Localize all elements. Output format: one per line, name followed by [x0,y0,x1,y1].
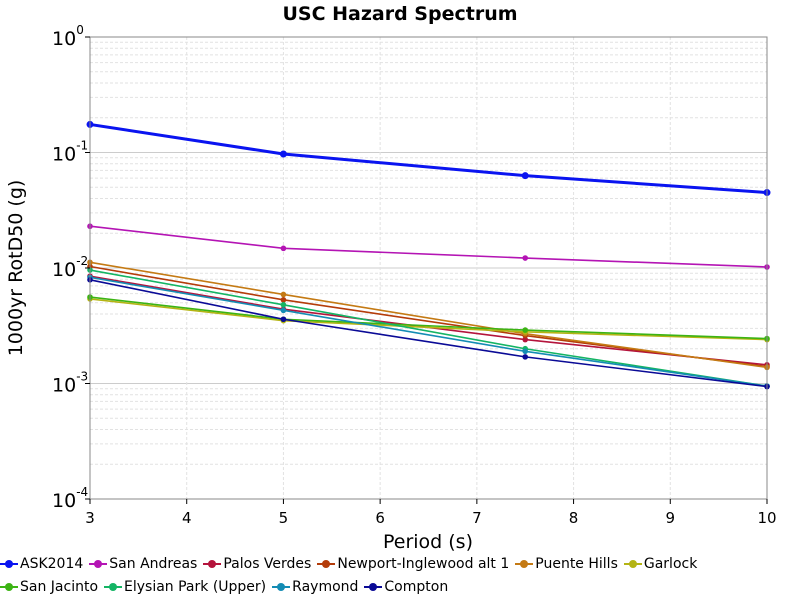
x-tick-label: 5 [279,509,289,527]
legend-row: San Jacinto Elysian Park (Upper) Raymond Co… [0,579,454,596]
legend-item: Palos Verdes [203,556,311,572]
legend-label: Palos Verdes [223,556,312,572]
legend-item: Compton [364,579,448,595]
series-line [89,279,768,388]
x-tick-label: 9 [666,509,676,527]
series-line [89,276,768,387]
series-line [89,298,768,341]
legend-swatch [364,582,383,592]
data-point [280,316,287,323]
legend-item: San Jacinto [0,579,98,595]
series-line [89,296,768,340]
data-point [280,302,287,308]
legend-swatch [203,559,222,569]
data-point [279,150,287,158]
y-tick-label: 100 [52,23,84,50]
y-tick-label: 10-3 [52,370,88,397]
x-tick-label: 3 [85,509,95,527]
legend-swatch [272,582,291,592]
legend-item: Puente Hills [515,556,618,572]
data-point [522,255,529,261]
x-tick-label: 7 [472,509,482,527]
x-tick-label: 8 [569,509,579,527]
data-point [522,336,529,343]
data-point [280,291,287,298]
legend-label: Garlock [643,556,698,572]
legend-swatch [515,559,534,569]
x-tick-label: 10 [757,509,776,527]
series-line [89,265,768,368]
legend-swatch [623,559,642,569]
data-point [521,172,529,180]
chart-title: USC Hazard Spectrum [282,3,517,25]
x-tick-label: 4 [182,509,192,527]
legend-label: San Jacinto [20,579,99,595]
data-point [280,245,287,252]
y-tick-label: 10-4 [52,485,88,512]
data-point [522,327,529,333]
legend-swatch [0,582,18,592]
legend-swatch [0,559,18,569]
legend-item: Raymond [272,579,358,595]
legend-label: Raymond [292,579,359,595]
y-axis-ticks: 100 10-1 10-2 10-3 10-4 [52,23,90,512]
y-tick-label: 10-2 [52,254,88,281]
series-puente-hills [87,259,770,371]
legend-swatch [89,559,108,569]
hazard-spectrum-chart: USC Hazard Spectrum 3 4 5 6 7 8 9 10 100 10-1 10-… [5,3,777,553]
series-san-andreas [87,223,770,270]
x-axis-ticks: 3 4 5 6 7 8 9 10 [85,499,777,527]
x-tick-label: 6 [375,509,385,527]
legend-swatch [317,559,336,569]
series-line [89,122,768,195]
legend-item: Elysian Park (Upper) [104,579,266,595]
legend-label: Puente Hills [535,556,618,572]
y-tick-label: 10-1 [52,139,88,166]
series-ask2014 [86,120,771,197]
legend-item: Newport-Inglewood alt 1 [317,556,509,572]
y-axis-label: 1000yr RotD50 (g) [5,180,27,357]
data-point [280,297,287,303]
legend-item: ASK2014 [0,556,83,572]
series-line [89,225,768,268]
grid-lines [89,37,768,500]
series-group [86,120,771,390]
x-axis-label: Period (s) [383,531,473,553]
legend-label: Compton [384,579,449,595]
legend-item: San Andreas [89,556,197,572]
legend-label: Elysian Park (Upper) [124,579,267,595]
legend-item: Garlock [623,556,698,572]
data-point [280,307,287,314]
series-line [89,261,768,369]
data-point [522,348,529,355]
legend-swatch [104,582,123,592]
data-point [522,354,529,360]
legend-label: San Andreas [109,556,198,572]
legend-row: ASK2014 San Andreas Palos Verdes Newport-In… [0,556,703,573]
legend-label: Newport-Inglewood alt 1 [337,556,510,572]
legend-label: ASK2014 [20,556,84,572]
series-line [89,269,768,387]
